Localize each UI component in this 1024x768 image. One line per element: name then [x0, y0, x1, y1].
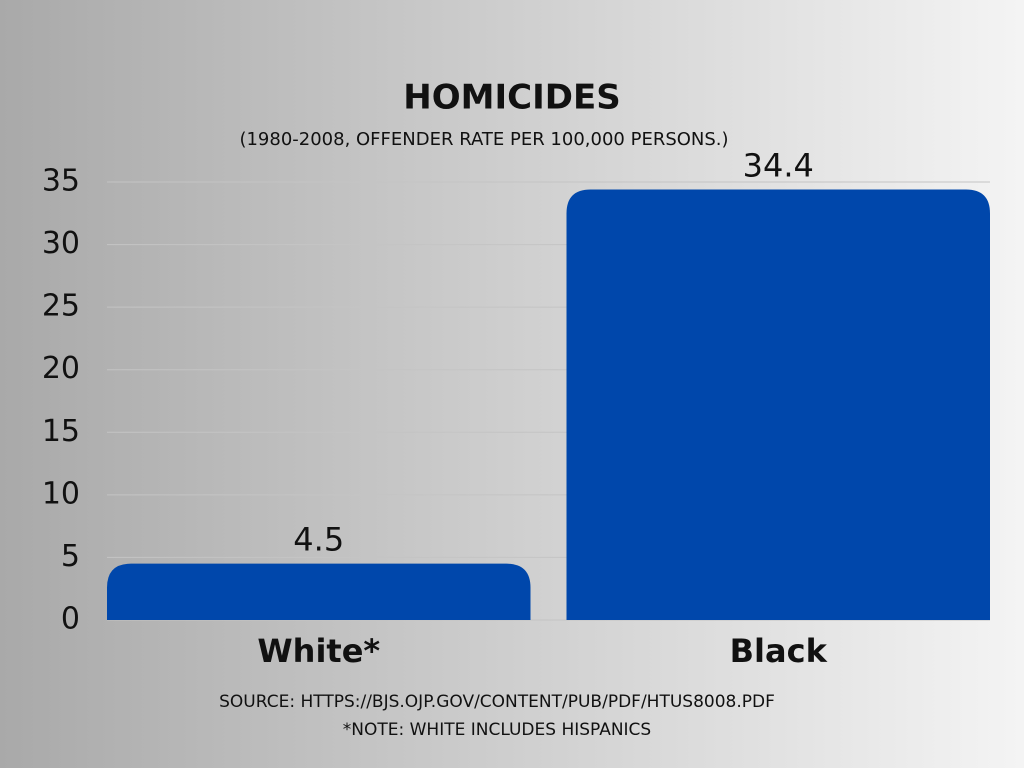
chart-title: HOMICIDES	[403, 78, 620, 118]
bar	[107, 563, 531, 620]
y-tick-label: 10	[42, 476, 80, 511]
y-tick-label: 35	[42, 164, 80, 199]
value-label: 34.4	[743, 147, 814, 185]
bar	[566, 189, 990, 620]
y-tick-label: 30	[42, 226, 80, 261]
x-tick-label: Black	[730, 632, 828, 670]
y-tick-label: 25	[42, 289, 80, 324]
y-tick-label: 0	[61, 602, 80, 637]
y-tick-label: 20	[42, 351, 80, 386]
source-note: SOURCE: HTTPS://BJS.OJP.GOV/CONTENT/PUB/…	[219, 692, 775, 712]
footnote: *NOTE: WHITE INCLUDES HISPANICS	[343, 720, 651, 740]
y-tick-label: 15	[42, 414, 80, 449]
y-tick-label: 5	[61, 539, 80, 574]
x-tick-label: White*	[257, 632, 380, 670]
value-label: 4.5	[293, 521, 344, 559]
chart-subtitle: (1980-2008, OFFENDER RATE PER 100,000 PE…	[239, 129, 728, 150]
plot: 0 5 10 15 20 25 30 35 4.5 White* 34.4 Black	[42, 147, 990, 670]
